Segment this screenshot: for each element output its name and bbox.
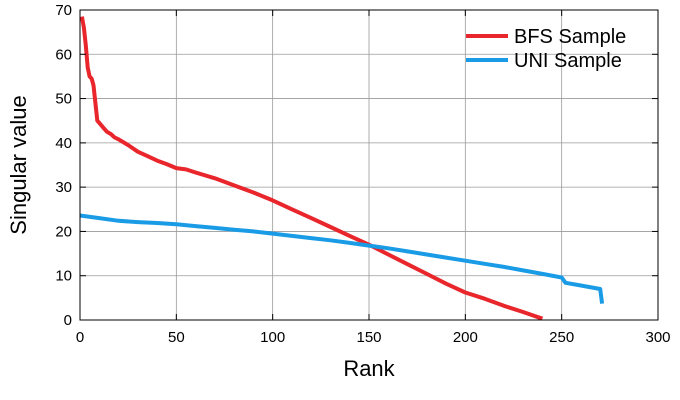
series-group	[79, 16, 605, 321]
x-tick-label: 0	[76, 329, 84, 346]
x-tick-label: 50	[168, 329, 185, 346]
x-tick-label: 300	[645, 329, 670, 346]
y-tick-label: 30	[55, 179, 72, 196]
y-tick-label: 70	[55, 2, 72, 19]
x-axis-title: Rank	[343, 356, 395, 381]
x-tick-label: 200	[453, 329, 478, 346]
series-line-uni-sample	[79, 213, 605, 304]
tick-labels: 0 50 100 150 200 250 300 0 10 20 30 40 50 60 70	[55, 2, 670, 346]
x-tick-label: 150	[356, 329, 381, 346]
y-tick-label: 60	[55, 46, 72, 63]
y-tick-label: 50	[55, 91, 72, 108]
y-tick-label: 10	[55, 268, 72, 285]
legend-label-uni-sample: UNI Sample	[514, 50, 622, 72]
ticks	[79, 9, 659, 321]
series-line-bfs-sample	[79, 16, 544, 321]
legend: BFS Sample UNI Sample	[466, 26, 626, 72]
y-tick-label: 20	[55, 223, 72, 240]
x-tick-label: 100	[260, 329, 285, 346]
x-tick-label: 250	[549, 329, 574, 346]
y-tick-label: 0	[64, 312, 72, 329]
y-tick-label: 40	[55, 135, 72, 152]
grid	[80, 10, 658, 320]
y-axis-title: Singular value	[6, 95, 31, 234]
legend-label-bfs-sample: BFS Sample	[514, 26, 626, 48]
